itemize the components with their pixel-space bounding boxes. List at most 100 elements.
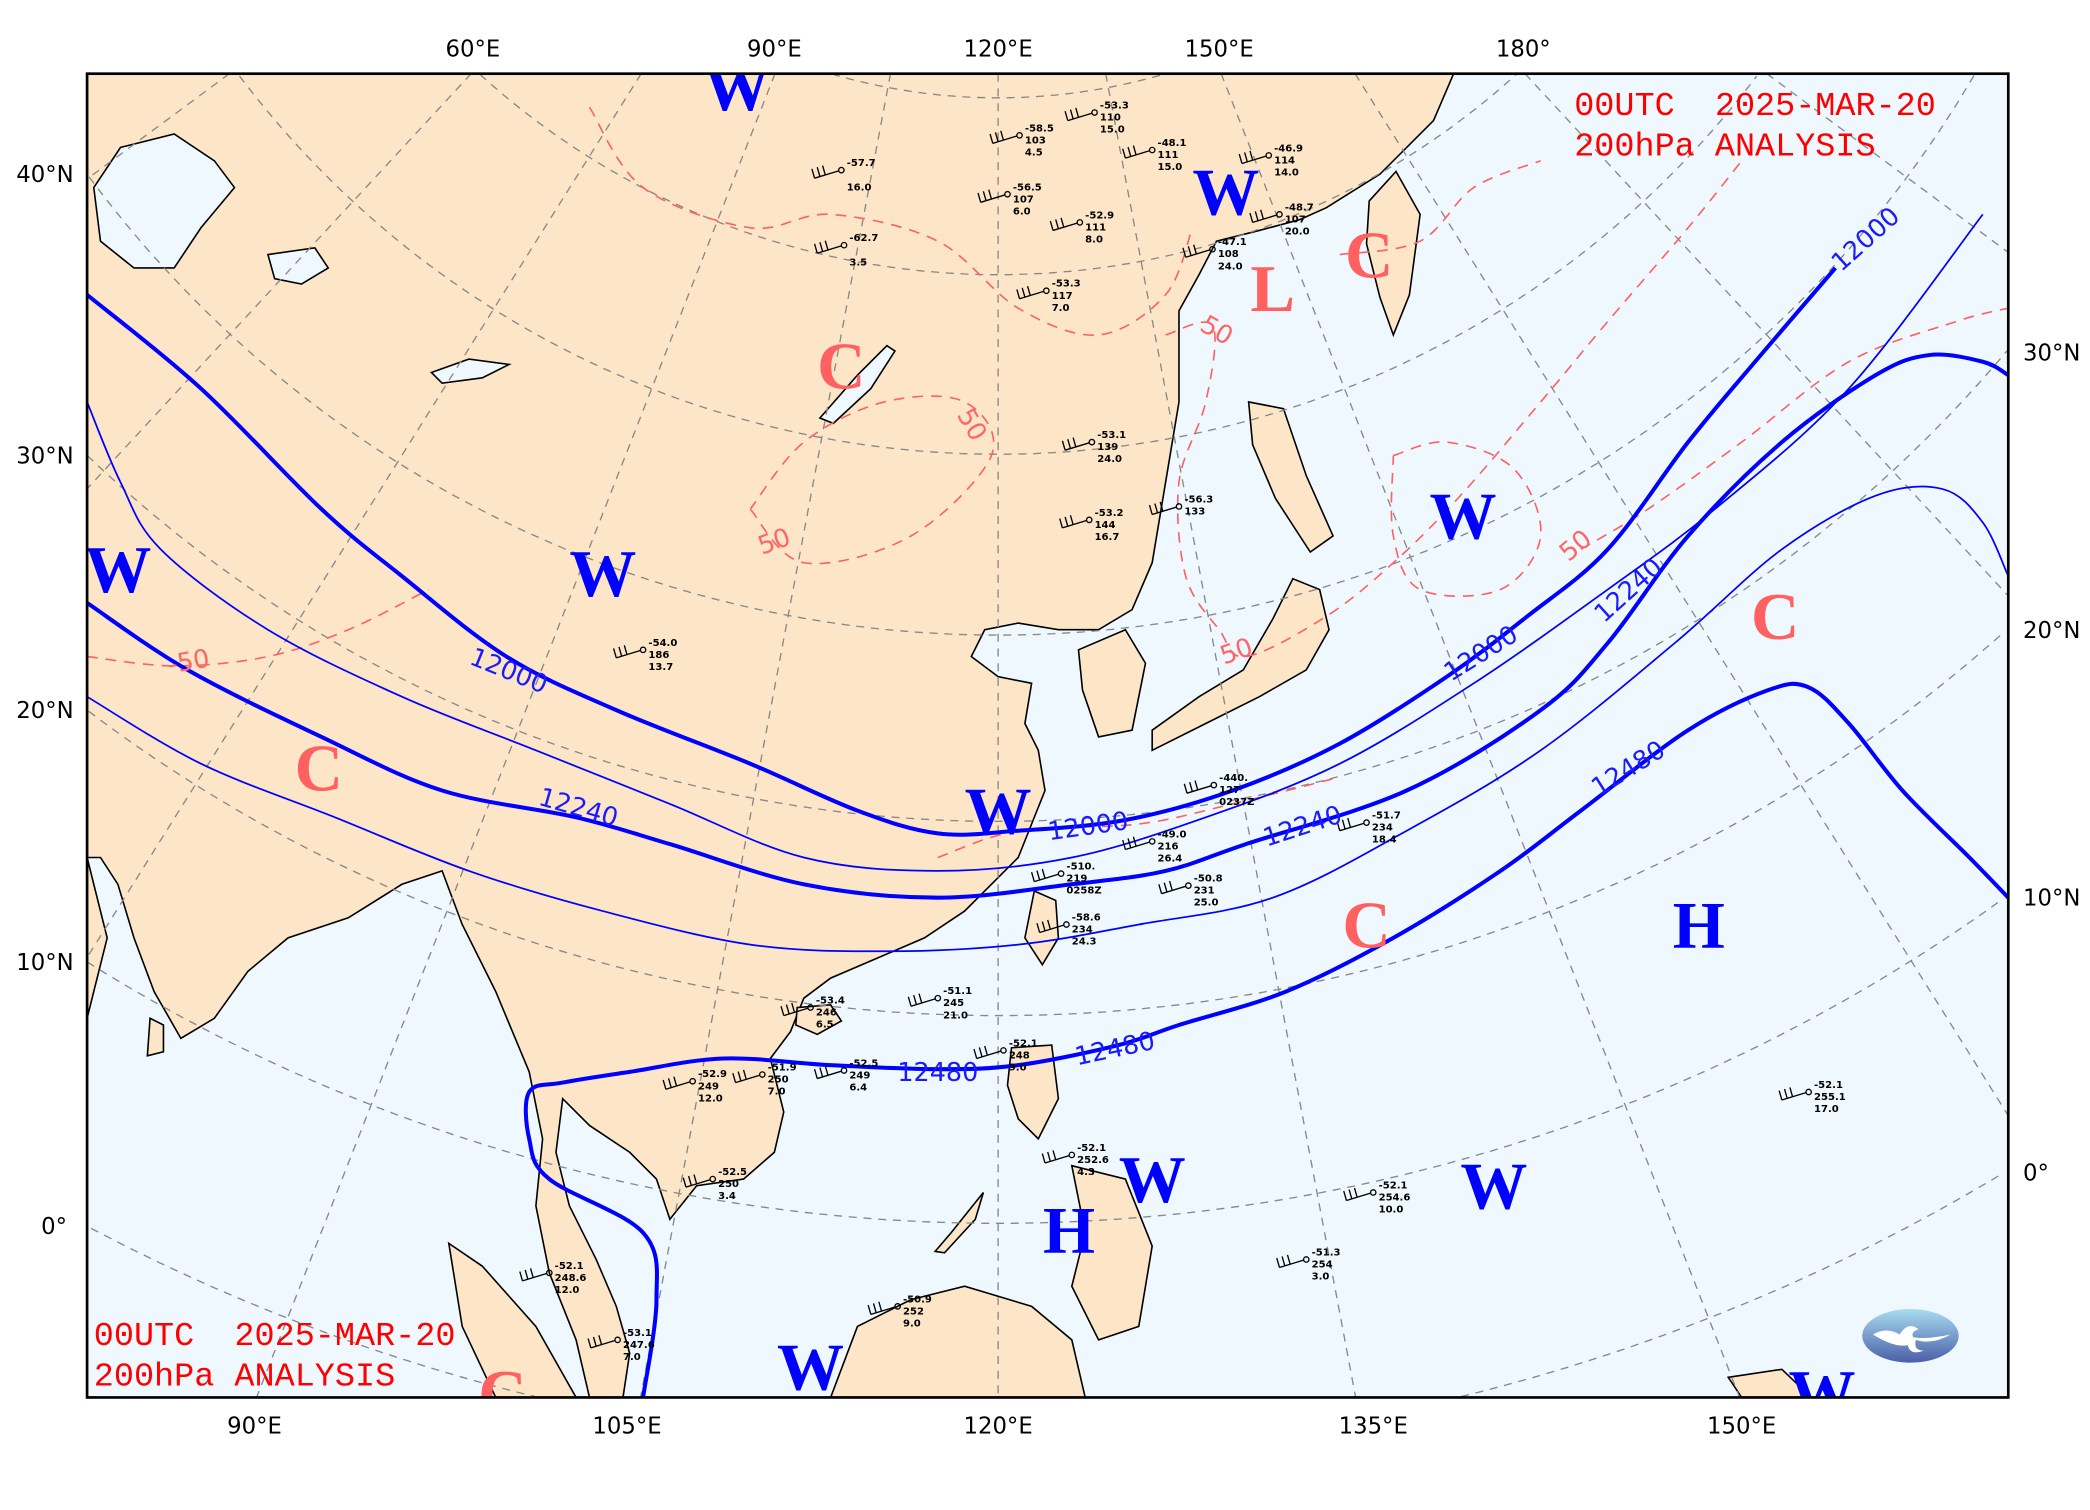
wind-barb-staff xyxy=(616,649,641,659)
station-dewpoint-depression: 20.0 xyxy=(1285,226,1310,237)
station-height: 103 xyxy=(1025,135,1046,146)
station-temperature: -50.9 xyxy=(903,1294,932,1305)
latitude-line xyxy=(479,74,1517,276)
axis-left-label: 20°N xyxy=(16,698,73,724)
station-dewpoint-depression: 9.0 xyxy=(1009,1063,1027,1074)
land-mindanao xyxy=(1070,1164,1154,1341)
station-height: 249 xyxy=(698,1081,719,1092)
wind-barb-staff xyxy=(1186,785,1212,794)
wind-barb-staff xyxy=(1064,442,1090,451)
axis-top-label: 120°E xyxy=(963,36,1032,62)
land-sri-lanka xyxy=(146,1017,165,1057)
axis-top-label: 90°E xyxy=(747,36,802,62)
wind-barb-feather xyxy=(1260,209,1265,220)
station-dot xyxy=(1265,152,1273,159)
wind-barb-staff xyxy=(1039,924,1064,934)
station-dewpoint-depression: 12.0 xyxy=(698,1093,723,1104)
station-height: 127 xyxy=(1219,785,1240,796)
station-height: 110 xyxy=(1100,113,1121,124)
station-temperature: -52.1 xyxy=(1814,1080,1843,1091)
wind-barb-feather xyxy=(791,1002,796,1013)
warm-center-label: W xyxy=(1460,1150,1527,1224)
cold-center-label: C xyxy=(1751,580,1799,654)
station-dot xyxy=(1000,1047,1007,1054)
station-temperature: -51.1 xyxy=(943,986,972,997)
station-dot xyxy=(1148,146,1156,154)
warm-center-label: W xyxy=(703,51,770,125)
land-india-west xyxy=(87,857,109,1019)
wind-barb-feather xyxy=(1041,1153,1046,1164)
high-center-label: H xyxy=(1043,1194,1095,1268)
station-temperature: -51.9 xyxy=(768,1063,797,1074)
isotherms xyxy=(87,106,2009,859)
station-dot xyxy=(934,994,942,1002)
wind-barb-staff xyxy=(1034,873,1059,883)
station-plot: -62.7 3.5 xyxy=(813,233,878,268)
station-dewpoint-depression: 24.0 xyxy=(1097,454,1122,465)
wind-barb-feather xyxy=(1041,921,1046,932)
wind-barb-feather xyxy=(612,648,617,659)
axis-right-label: 30°N xyxy=(2023,340,2080,366)
high-center-label: H xyxy=(1673,888,1725,962)
station-height: 255.1 xyxy=(1814,1092,1846,1103)
wind-barb-feather xyxy=(819,1067,824,1078)
wind-barb-feather xyxy=(693,1174,698,1185)
station-dot xyxy=(1042,287,1050,295)
wind-barb-feather xyxy=(1159,501,1164,512)
wind-barb-feather xyxy=(598,1335,603,1345)
warm-center-label: W xyxy=(1192,155,1259,229)
land-sumatra xyxy=(447,1241,578,1398)
longitude-line xyxy=(639,73,892,1398)
latitude-line xyxy=(90,1227,536,1398)
land-korea xyxy=(1077,628,1147,738)
wind-barb-feather xyxy=(1127,838,1132,849)
wind-barb-feather xyxy=(1281,1256,1286,1267)
station-temperature: -53.1 xyxy=(1097,430,1126,441)
warm-center-label: W xyxy=(777,1330,844,1404)
station-dot xyxy=(1363,819,1370,827)
station-height: 248.6 xyxy=(555,1273,587,1284)
cold-center-label: C xyxy=(1345,218,1393,292)
wind-barb-feather xyxy=(1249,212,1254,223)
wind-barb-feather xyxy=(1276,1257,1281,1268)
station-temperature: -49.0 xyxy=(1158,829,1187,840)
station-dot xyxy=(1302,1256,1310,1263)
station-height: 219 xyxy=(1066,874,1087,885)
station-height: 186 xyxy=(648,650,669,661)
isotherm-line xyxy=(87,588,430,667)
wind-barb-feather xyxy=(1238,153,1243,164)
wind-barb-staff xyxy=(1044,1154,1070,1164)
wind-barb-feather xyxy=(1047,1151,1052,1162)
axis-left-label: 30°N xyxy=(16,444,73,470)
wind-barb-feather xyxy=(667,1078,672,1088)
station-temperature: -47.1 xyxy=(1218,237,1247,248)
isotherm-line xyxy=(588,106,1194,336)
wind-barb-staff xyxy=(910,998,936,1007)
low-center-label: L xyxy=(1250,252,1295,326)
isotherm-line xyxy=(749,395,995,565)
station-temperature: -52.1 xyxy=(1077,1143,1106,1154)
station-dewpoint-depression: 24.3 xyxy=(1072,937,1097,948)
land-japan xyxy=(1151,577,1330,752)
station-temperature: -52.5 xyxy=(718,1167,747,1178)
wind-barb-feather xyxy=(1061,440,1066,451)
wind-barb-feather xyxy=(1778,1090,1783,1101)
warm-center-label: W xyxy=(84,533,151,607)
station-height: 254 xyxy=(1312,1259,1333,1270)
wind-barb-feather xyxy=(780,1006,785,1016)
height-contour-label: 12480 xyxy=(897,1058,978,1088)
axis-right-label: 20°N xyxy=(2023,618,2080,644)
station-height: 114 xyxy=(1274,155,1295,166)
wind-barb-staff xyxy=(1052,222,1078,232)
